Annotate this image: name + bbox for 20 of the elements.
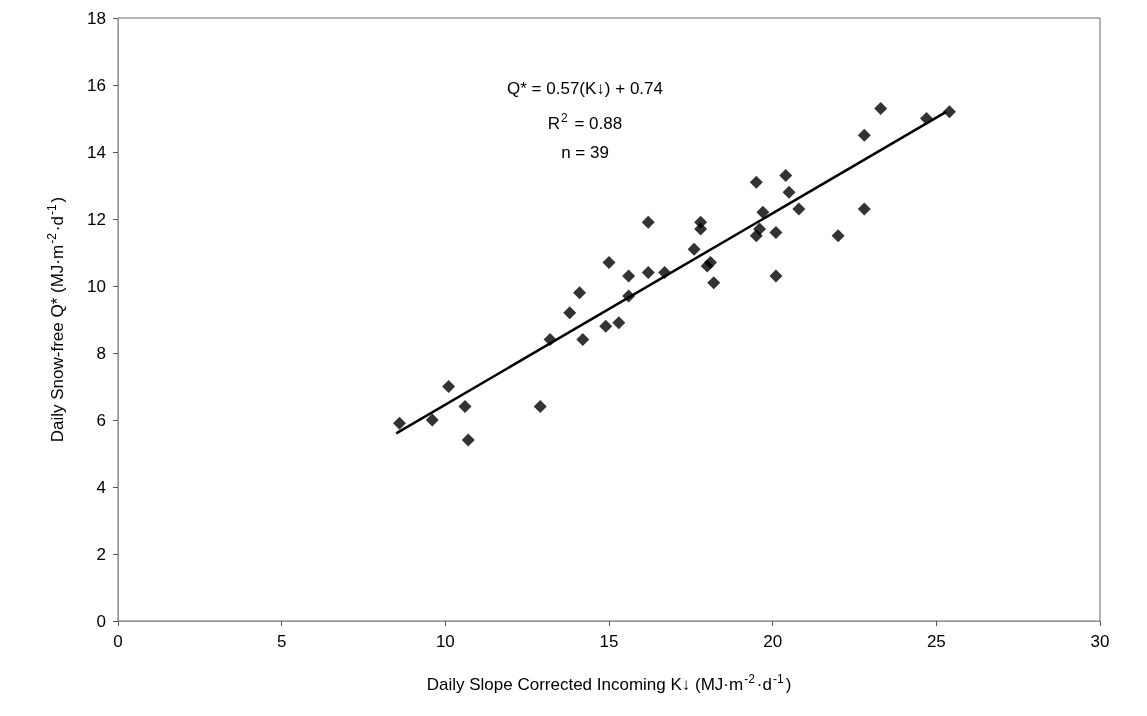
y-tick-label: 14 [87, 142, 106, 162]
y-tick-label: 2 [96, 544, 106, 564]
y-tick-label: 10 [87, 276, 106, 296]
x-tick-label: 15 [599, 632, 619, 651]
x-tick-label: 0 [113, 632, 123, 651]
x-tick-label: 5 [276, 632, 287, 651]
y-tick-label: 18 [87, 8, 106, 28]
y-tick-label: 4 [96, 477, 106, 497]
x-tick-label: 25 [926, 632, 946, 651]
y-tick-label: 8 [96, 343, 106, 363]
y-tick-label: 6 [96, 410, 106, 430]
x-tick-label: 20 [763, 632, 783, 651]
y-tick-label: 16 [87, 75, 106, 95]
y-tick-label: 0 [96, 611, 106, 631]
annotation: n = 39 [561, 143, 609, 162]
x-tick-label: 30 [1090, 632, 1110, 651]
y-axis-title: Daily Snow-free Q* (MJ·m-2·d-1) [45, 196, 67, 443]
x-tick-label: 10 [435, 632, 455, 651]
y-tick-label: 12 [87, 209, 106, 229]
annotation: Q* = 0.57(K↓) + 0.74 [507, 79, 663, 98]
